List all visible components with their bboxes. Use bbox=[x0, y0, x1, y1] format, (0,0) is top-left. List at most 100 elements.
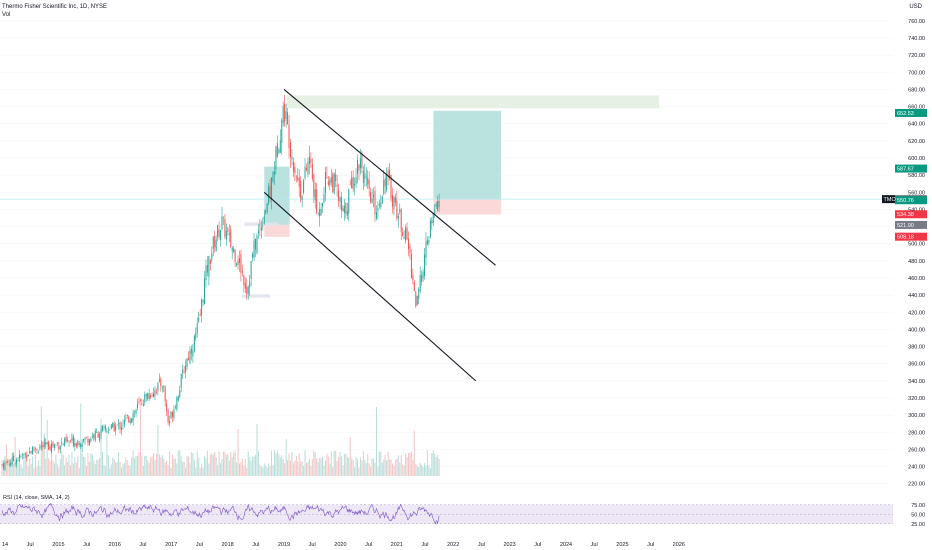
volume-bar bbox=[259, 464, 261, 476]
candle-body bbox=[129, 420, 131, 424]
volume-bar bbox=[199, 467, 201, 476]
candle-body bbox=[90, 438, 92, 442]
volume-bar bbox=[85, 465, 88, 476]
candle-body bbox=[432, 212, 434, 223]
volume-bar bbox=[129, 466, 131, 476]
candle-body bbox=[250, 260, 252, 280]
volume-bar bbox=[122, 464, 124, 476]
volume-bar bbox=[298, 453, 300, 476]
volume-bar bbox=[330, 451, 332, 476]
volume-bar bbox=[204, 455, 206, 476]
candle-body bbox=[354, 184, 356, 186]
volume-bar bbox=[139, 397, 141, 476]
candle-body bbox=[36, 449, 38, 450]
volume-bar bbox=[215, 457, 217, 476]
volume-bar bbox=[91, 454, 93, 476]
volume-bar bbox=[8, 463, 10, 476]
candle-body bbox=[424, 254, 426, 276]
y-tick-label: 500.00 bbox=[908, 242, 925, 248]
volume-bar bbox=[107, 454, 109, 476]
price-tag-label: 550.76 bbox=[897, 198, 914, 204]
candle-body bbox=[300, 181, 302, 199]
y-tick-label: 320.00 bbox=[908, 396, 925, 402]
volume-bar bbox=[432, 450, 434, 476]
candle-body bbox=[112, 422, 114, 427]
volume-bar bbox=[425, 465, 427, 476]
volume-bar bbox=[396, 458, 398, 476]
candle-body bbox=[77, 440, 79, 446]
candle-body bbox=[55, 444, 57, 446]
candle-body bbox=[215, 239, 217, 252]
volume-bar bbox=[324, 460, 326, 476]
volume-bar bbox=[355, 457, 357, 476]
volume-bar bbox=[240, 462, 242, 476]
volume-bar bbox=[88, 462, 90, 476]
channel-line[interactable] bbox=[263, 191, 477, 382]
candle-body bbox=[389, 170, 391, 179]
candle-body bbox=[202, 300, 204, 303]
candle-body bbox=[150, 395, 152, 398]
rsi-line bbox=[1, 502, 440, 525]
volume-bar bbox=[352, 459, 354, 476]
volume-bar bbox=[180, 455, 182, 476]
rsi-tick-label: 25.00 bbox=[911, 522, 925, 528]
candle-body bbox=[145, 393, 147, 397]
volume-bar bbox=[45, 458, 47, 476]
candle-body bbox=[37, 450, 39, 452]
volume-bar bbox=[278, 453, 280, 476]
candle-body bbox=[177, 396, 179, 401]
candle-body bbox=[169, 421, 171, 423]
candle-body bbox=[311, 164, 313, 179]
y-tick-label: 660.00 bbox=[908, 105, 925, 111]
candle-body bbox=[393, 196, 395, 210]
volume-bar bbox=[145, 455, 147, 476]
volume-bar bbox=[109, 467, 111, 476]
candle-body bbox=[46, 442, 48, 444]
channel-line[interactable] bbox=[283, 89, 496, 266]
volume-bar bbox=[233, 452, 235, 476]
candle-body bbox=[144, 394, 146, 403]
volume-bar bbox=[317, 462, 319, 476]
volume-bar bbox=[227, 453, 229, 476]
volume-bar bbox=[421, 464, 423, 476]
candle-body bbox=[381, 197, 383, 204]
candle-body bbox=[275, 146, 277, 170]
candle-body bbox=[349, 184, 351, 186]
candle-body bbox=[48, 441, 50, 450]
candle-body bbox=[67, 439, 69, 441]
candle-body bbox=[94, 430, 96, 441]
volume-bar bbox=[93, 460, 95, 476]
volume-bar bbox=[179, 450, 181, 476]
candle-body bbox=[205, 265, 207, 280]
candle-body bbox=[164, 386, 166, 402]
volume-bar bbox=[313, 450, 315, 476]
volume-bar bbox=[51, 451, 53, 476]
x-tick-label: Jul bbox=[534, 542, 541, 548]
volume-bar bbox=[428, 464, 430, 476]
channel-lines bbox=[263, 89, 496, 382]
candle-body bbox=[281, 120, 283, 144]
volume-bar bbox=[269, 465, 271, 476]
volume-label: Vol bbox=[2, 12, 11, 18]
volume-bar bbox=[68, 454, 70, 476]
y-tick-label: 640.00 bbox=[908, 122, 925, 128]
candle-body bbox=[122, 425, 124, 426]
candle-body bbox=[282, 105, 284, 123]
volume-bar bbox=[87, 453, 89, 476]
y-tick-label: 580.00 bbox=[908, 173, 925, 179]
currency-label[interactable]: USD bbox=[909, 4, 922, 10]
volume-bar bbox=[17, 463, 19, 476]
volume-bar bbox=[20, 464, 22, 476]
volume-bar bbox=[426, 450, 428, 476]
candle-body bbox=[319, 209, 321, 217]
x-tick-label: 2021 bbox=[391, 542, 403, 548]
candle-body bbox=[378, 203, 380, 206]
volume-bar bbox=[272, 465, 274, 476]
volume-bar bbox=[399, 462, 401, 476]
price-tag-label: 587.67 bbox=[897, 167, 914, 173]
volume-bar bbox=[221, 459, 223, 476]
candle-body bbox=[1, 464, 3, 466]
volume-bar bbox=[289, 460, 291, 476]
volume-bar bbox=[170, 467, 172, 476]
